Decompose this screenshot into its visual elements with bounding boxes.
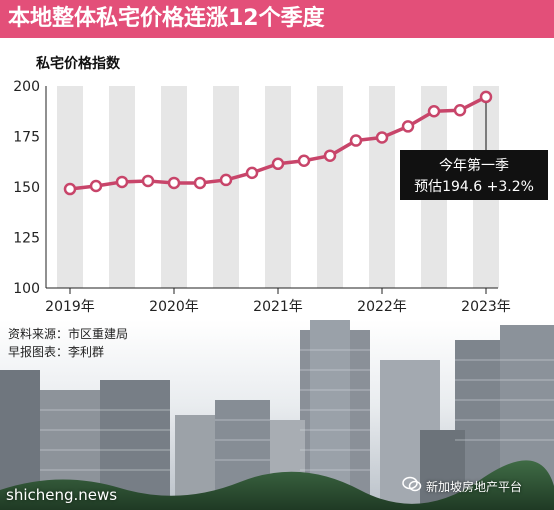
data-point	[297, 154, 311, 167]
data-point	[115, 175, 129, 189]
chart-area: 私宅价格指数 100 125 150 175 200 2019年 2020年 2021年 2022…	[0, 38, 554, 328]
data-point	[63, 182, 77, 196]
quarter-band	[213, 86, 239, 288]
data-point	[349, 134, 363, 147]
data-point	[323, 149, 337, 162]
callout-line1: 今年第一季	[439, 157, 509, 174]
y-tick-label: 175	[13, 130, 40, 146]
source-credit: 资料来源：市区重建局	[8, 327, 129, 341]
data-point	[245, 166, 259, 180]
x-tick-label: 2022年	[357, 299, 407, 315]
data-point	[401, 120, 415, 133]
skyline-photo	[0, 320, 554, 510]
y-tick-label: 200	[13, 79, 40, 95]
y-tick-label: 150	[13, 180, 40, 196]
quarter-band	[265, 86, 291, 288]
title-bar: 本地整体私宅价格连涨12个季度	[0, 0, 554, 38]
data-point	[167, 176, 181, 190]
data-point	[375, 131, 389, 144]
data-point	[479, 90, 493, 104]
x-tick-label: 2023年	[461, 299, 511, 315]
x-tick-label: 2019年	[45, 299, 95, 315]
callout-line2: 预估194.6 +3.2%	[414, 179, 534, 195]
data-point	[141, 174, 155, 188]
quarter-band	[317, 86, 343, 288]
data-point	[427, 105, 441, 118]
data-point	[219, 173, 233, 187]
y-tick-label: 125	[13, 231, 40, 247]
watermark-left: shicheng.news	[6, 486, 118, 504]
y-tick-label: 100	[13, 281, 40, 297]
x-tick-label: 2020年	[149, 299, 199, 315]
data-point	[453, 103, 467, 117]
page-title: 本地整体私宅价格连涨12个季度	[8, 6, 325, 31]
graphic-credit: 早报图表：李利群	[8, 345, 105, 359]
data-point	[193, 176, 207, 190]
data-point	[89, 179, 103, 193]
quarter-band	[369, 86, 395, 288]
callout-box	[400, 150, 548, 200]
data-point	[271, 157, 285, 171]
chat-icon	[402, 476, 422, 492]
watermark-right: 新加坡房地产平台	[426, 480, 523, 494]
x-tick-label: 2021年	[253, 299, 303, 315]
y-axis-label: 私宅价格指数	[36, 55, 121, 72]
line-chart: 私宅价格指数 100 125 150 175 200 2019年 2020年 2021年 2022…	[13, 55, 548, 315]
